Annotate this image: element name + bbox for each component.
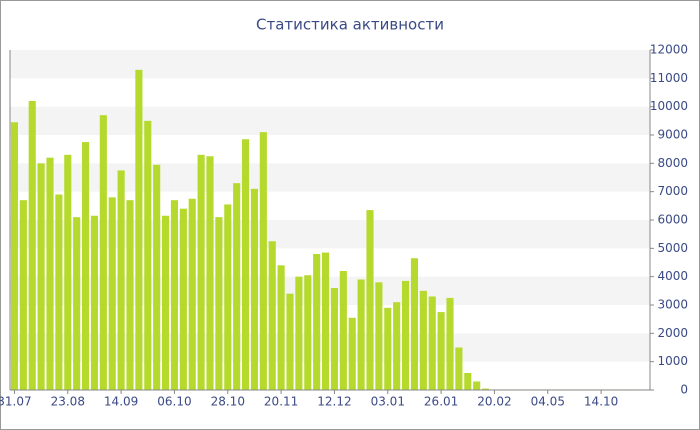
y-tick-label: 9000 (657, 128, 688, 142)
bar (250, 188, 258, 390)
bar (428, 296, 436, 390)
y-tick-label: 7000 (657, 184, 688, 198)
bar (277, 265, 285, 390)
bar (357, 279, 365, 390)
bar (410, 258, 418, 390)
x-tick-label: 31.07 (0, 395, 32, 409)
bar (64, 154, 72, 390)
bar (170, 200, 178, 390)
bar (322, 252, 330, 390)
bar (268, 241, 276, 390)
grid-band (10, 220, 650, 249)
x-tick-label: 26.01 (424, 395, 458, 409)
y-tick-label: 11000 (650, 71, 688, 85)
bar (313, 254, 321, 390)
y-tick-label: 10000 (650, 99, 688, 113)
bar (455, 347, 463, 390)
bar (117, 170, 125, 390)
bar (482, 388, 490, 390)
bar (330, 288, 338, 390)
x-tick-label: 06.10 (157, 395, 191, 409)
chart-title: Статистика активности (256, 16, 444, 34)
y-tick-label: 2000 (657, 326, 688, 340)
x-tick-label: 14.10 (584, 395, 618, 409)
bar (402, 280, 410, 390)
bar (339, 271, 347, 390)
bar (224, 204, 232, 390)
bar (126, 200, 134, 390)
bar (197, 154, 205, 390)
grid-band (10, 50, 650, 79)
bar (473, 381, 481, 390)
bar (242, 139, 250, 390)
x-tick-label: 04.05 (531, 395, 565, 409)
bar (90, 215, 98, 390)
bar (366, 210, 374, 390)
bar (188, 198, 196, 390)
bar (437, 312, 445, 390)
bar (393, 302, 401, 390)
bar (384, 307, 392, 390)
x-tick-label: 12.12 (317, 395, 351, 409)
bar (446, 297, 454, 390)
bar (73, 217, 81, 390)
y-tick-label: 3000 (657, 298, 688, 312)
bar (215, 217, 223, 390)
x-tick-label: 14.09 (104, 395, 138, 409)
bar (55, 194, 63, 390)
bar (464, 373, 472, 390)
y-tick-label: 8000 (657, 156, 688, 170)
grid-band (10, 333, 650, 362)
bar (179, 208, 187, 390)
bar (295, 276, 303, 390)
bar (144, 120, 152, 390)
bar (348, 317, 356, 390)
y-tick-label: 5000 (657, 241, 688, 255)
grid-band (10, 106, 650, 135)
bar (206, 156, 214, 390)
bar (19, 200, 27, 390)
bar (162, 215, 170, 390)
bar (153, 164, 161, 390)
bar (99, 115, 107, 391)
x-tick-label: 28.10 (211, 395, 245, 409)
bar (304, 275, 312, 390)
bar (37, 163, 45, 390)
bar (28, 101, 36, 390)
bar (108, 197, 116, 390)
y-tick-label: 4000 (657, 269, 688, 283)
x-tick-label: 20.02 (477, 395, 511, 409)
bar (233, 183, 241, 390)
y-tick-label: 0 (680, 383, 688, 397)
x-tick-label: 03.01 (371, 395, 405, 409)
y-tick-label: 6000 (657, 213, 688, 227)
x-tick-label: 20.11 (264, 395, 298, 409)
y-tick-label: 1000 (657, 354, 688, 368)
bar (286, 293, 294, 390)
bar (375, 282, 383, 390)
bar (82, 142, 90, 390)
bar (259, 132, 267, 390)
bar (419, 290, 427, 390)
y-tick-label: 12000 (650, 43, 688, 57)
bar (46, 157, 54, 390)
x-tick-label: 23.08 (51, 395, 85, 409)
grid-band (10, 163, 650, 192)
bar (135, 69, 143, 390)
bar (10, 122, 18, 390)
grid-band (10, 276, 650, 305)
